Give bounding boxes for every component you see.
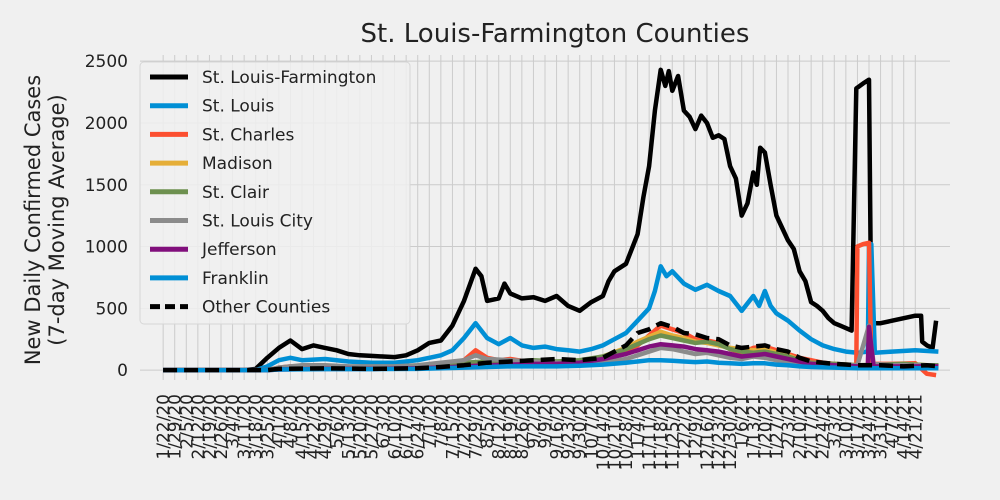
x-tick-label: 5/13/20 — [339, 394, 359, 460]
x-tick-label: 11/25/20 — [663, 394, 683, 470]
x-tick-label: 2/5/20 — [177, 394, 197, 449]
x-tick-label: 2/26/20 — [212, 394, 232, 460]
y-tick-label: 2500 — [85, 52, 128, 72]
x-tick-label: 10/21/20 — [605, 394, 625, 470]
x-tick-label: 1/6/21 — [733, 394, 753, 449]
x-tick-label: 1/13/21 — [744, 394, 764, 460]
y-axis-label-line2: (7-day Moving Average) — [45, 94, 69, 345]
y-tick-label: 1000 — [85, 238, 128, 258]
x-tick-label: 9/9/20 — [536, 394, 556, 449]
series-line — [163, 320, 939, 373]
chart-title: St. Louis-Farmington Counties — [361, 19, 750, 49]
legend-label: Madison — [202, 154, 273, 174]
x-tick-label: 2/19/20 — [200, 394, 220, 460]
x-tick-label: 11/11/20 — [640, 394, 660, 470]
x-tick-label: 6/3/20 — [374, 394, 394, 449]
x-tick-label: 8/5/20 — [478, 394, 498, 449]
y-tick-label: 1500 — [85, 176, 128, 196]
legend-label: St. Clair — [202, 183, 269, 203]
x-tick-label: 3/11/20 — [235, 394, 255, 460]
legend-label: St. Louis — [202, 97, 274, 117]
x-tick-label: 3/24/21 — [860, 394, 880, 460]
x-tick-label: 5/20/20 — [351, 394, 371, 460]
legend: St. Louis-Farmington St. Louis St. Charles… — [139, 61, 411, 325]
x-tick-label: 1/29/20 — [166, 394, 186, 460]
legend-label: St. Louis City — [202, 212, 313, 232]
x-tick-label: 9/16/20 — [548, 394, 568, 460]
series-line — [163, 67, 939, 373]
y-axis-ticks: 0 500 1000 1500 2000 2500 — [85, 52, 128, 381]
x-tick-label: 12/16/20 — [698, 394, 718, 470]
legend-label: St. Louis-Farmington — [202, 68, 376, 88]
x-tick-label: 11/18/20 — [652, 394, 672, 470]
x-tick-label: 5/27/20 — [362, 394, 382, 460]
x-tick-label: 5/6/20 — [328, 394, 348, 449]
legend-label: Other Counties — [202, 298, 330, 318]
x-tick-label: 10/14/20 — [594, 394, 614, 470]
x-tick-label: 1/20/21 — [756, 394, 776, 460]
x-tick-label: 2/3/21 — [779, 394, 799, 449]
x-tick-label: 1/22/20 — [154, 394, 174, 460]
x-tick-label: 3/17/21 — [848, 394, 868, 460]
legend-label: Franklin — [202, 269, 269, 289]
y-axis-label: New Daily Confirmed Cases — [21, 75, 45, 365]
x-tick-label: 7/15/20 — [443, 394, 463, 460]
x-tick-label: 4/21/21 — [906, 394, 926, 460]
legend-label: Jefferson — [201, 240, 277, 260]
x-tick-label: 3/18/20 — [247, 394, 267, 460]
x-tick-label: 8/19/20 — [501, 394, 521, 460]
x-tick-label: 2/17/21 — [802, 394, 822, 460]
x-tick-label: 3/3/21 — [825, 394, 845, 449]
series-lines — [163, 67, 939, 378]
x-axis-ticks: 1/22/201/29/202/5/202/12/202/19/202/26/2… — [154, 394, 926, 470]
legend-label: St. Charles — [202, 125, 294, 145]
x-tick-label: 8/26/20 — [513, 394, 533, 460]
x-tick-label: 7/22/20 — [455, 394, 475, 460]
x-tick-label: 7/8/20 — [432, 394, 452, 449]
y-tick-label: 2000 — [85, 114, 128, 134]
x-tick-label: 9/30/20 — [571, 394, 591, 460]
x-tick-label: 4/1/20 — [270, 394, 290, 449]
x-tick-label: 11/4/20 — [629, 394, 649, 460]
legend-box — [139, 61, 411, 325]
y-tick-label: 0 — [117, 361, 128, 381]
x-tick-label: 6/10/20 — [386, 394, 406, 460]
x-tick-label: 12/30/20 — [721, 394, 741, 470]
x-tick-label: 7/1/20 — [420, 394, 440, 449]
x-tick-label: 4/15/20 — [293, 394, 313, 460]
x-tick-label: 1/27/21 — [767, 394, 787, 460]
x-tick-label: 3/4/20 — [224, 394, 244, 449]
x-tick-label: 12/23/20 — [710, 394, 730, 470]
x-tick-label: 6/24/20 — [409, 394, 429, 460]
x-tick-label: 4/29/20 — [316, 394, 336, 460]
y-tick-label: 500 — [96, 299, 128, 319]
x-tick-label: 2/10/21 — [791, 394, 811, 460]
x-tick-label: 3/31/21 — [872, 394, 892, 460]
x-tick-label: 10/28/20 — [617, 394, 637, 470]
x-tick-label: 8/12/20 — [490, 394, 510, 460]
x-tick-label: 2/12/20 — [189, 394, 209, 460]
x-tick-label: 3/10/21 — [837, 394, 857, 460]
x-tick-label: 4/8/20 — [281, 394, 301, 449]
x-tick-label: 2/24/21 — [814, 394, 834, 460]
x-tick-label: 9/2/20 — [524, 394, 544, 449]
x-tick-label: 3/25/20 — [258, 394, 278, 460]
x-tick-label: 9/23/20 — [559, 394, 579, 460]
x-tick-label: 4/14/21 — [895, 394, 915, 460]
x-tick-label: 10/7/20 — [582, 394, 602, 460]
x-tick-label: 7/29/20 — [467, 394, 487, 460]
x-tick-label: 4/7/21 — [883, 394, 903, 449]
series-line — [163, 241, 939, 373]
x-tick-label: 4/22/20 — [305, 394, 325, 460]
x-tick-label: 12/2/20 — [675, 394, 695, 460]
x-tick-label: 12/9/20 — [686, 394, 706, 460]
x-tick-label: 6/17/20 — [397, 394, 417, 460]
